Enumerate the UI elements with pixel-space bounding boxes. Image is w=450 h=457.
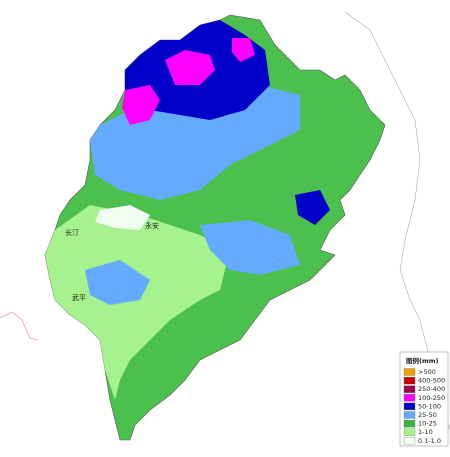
legend-swatch xyxy=(403,402,416,411)
legend-label: 50-100 xyxy=(418,402,441,410)
legend-label: 10-25 xyxy=(418,420,437,428)
legend-swatch xyxy=(403,368,416,376)
place-label: 永安 xyxy=(145,221,159,230)
place-label: 长汀 xyxy=(65,228,79,237)
legend-title: 图例(mm) xyxy=(406,356,439,365)
magenta-area-2 xyxy=(122,85,160,125)
legend-label: 0.1-1.0 xyxy=(418,437,441,445)
magenta-area xyxy=(165,50,215,85)
place-label: 武平 xyxy=(72,293,86,302)
white-area xyxy=(95,205,150,230)
legend-label: 250-400 xyxy=(418,385,445,393)
legend-swatch xyxy=(403,428,416,436)
light-blue-area-2 xyxy=(200,220,300,275)
legend-swatch xyxy=(403,437,416,445)
legend-label: 25-50 xyxy=(418,411,437,419)
legend-swatch xyxy=(403,385,416,393)
magenta-area-3 xyxy=(232,38,255,62)
legend: 图例(mm) >500400-500250-400100-25050-10025… xyxy=(399,351,449,447)
legend-swatch xyxy=(403,411,416,419)
legend-swatch xyxy=(403,419,416,428)
legend-swatch xyxy=(403,376,416,385)
legend-label: 400-500 xyxy=(418,377,445,385)
legend-label: 1-10 xyxy=(418,428,433,436)
legend-swatch xyxy=(403,394,416,402)
dark-blue-area-2 xyxy=(295,190,330,225)
legend-label: 100-250 xyxy=(418,394,445,402)
legend-label: >500 xyxy=(418,368,436,376)
light-green-area xyxy=(45,205,230,400)
border xyxy=(0,311,39,341)
light-blue-area-3 xyxy=(85,260,150,305)
